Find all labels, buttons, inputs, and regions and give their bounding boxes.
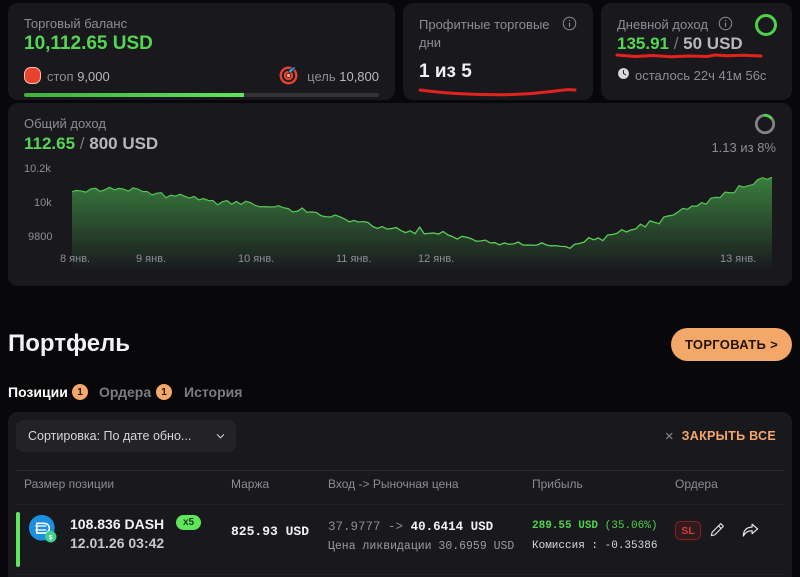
svg-text:$: $ — [49, 535, 53, 542]
